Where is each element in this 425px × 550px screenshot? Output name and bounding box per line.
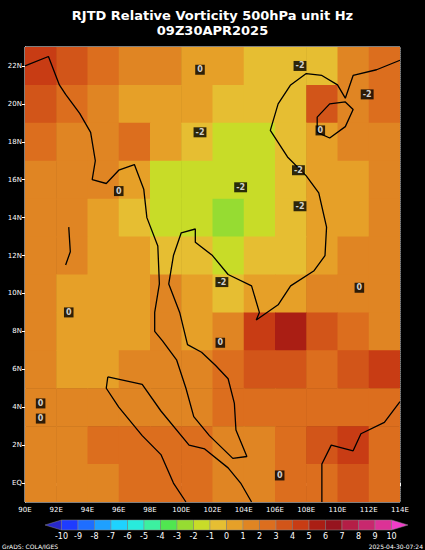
svg-text:94E: 94E <box>81 506 94 514</box>
svg-text:2: 2 <box>257 532 262 541</box>
svg-text:104E: 104E <box>235 506 253 514</box>
svg-text:09Z30APR2025: 09Z30APR2025 <box>157 23 268 38</box>
svg-text:5: 5 <box>306 532 311 541</box>
svg-text:-8: -8 <box>91 532 99 541</box>
svg-text:22N: 22N <box>8 62 22 70</box>
svg-text:-2: -2 <box>296 61 305 70</box>
svg-text:2N: 2N <box>12 441 22 449</box>
svg-text:0: 0 <box>38 399 44 408</box>
svg-text:12N: 12N <box>8 252 22 260</box>
svg-text:8: 8 <box>356 532 361 541</box>
svg-text:0: 0 <box>357 283 363 292</box>
svg-text:-7: -7 <box>107 532 115 541</box>
svg-text:-1: -1 <box>206 532 214 541</box>
svg-text:106E: 106E <box>266 506 284 514</box>
svg-text:6: 6 <box>323 532 328 541</box>
svg-text:100E: 100E <box>172 506 190 514</box>
svg-text:90E: 90E <box>18 506 31 514</box>
svg-text:1: 1 <box>240 532 245 541</box>
svg-text:0: 0 <box>277 471 283 480</box>
svg-text:0: 0 <box>66 308 72 317</box>
svg-text:6N: 6N <box>12 365 22 373</box>
svg-text:16N: 16N <box>8 176 22 184</box>
svg-text:2025-04-30-07:24: 2025-04-30-07:24 <box>369 543 424 550</box>
svg-text:98E: 98E <box>143 506 156 514</box>
svg-text:0: 0 <box>218 338 224 347</box>
svg-text:20N: 20N <box>8 100 22 108</box>
svg-text:96E: 96E <box>112 506 125 514</box>
svg-text:0: 0 <box>318 126 324 135</box>
svg-text:0: 0 <box>224 532 229 541</box>
svg-text:-2: -2 <box>363 90 372 99</box>
svg-text:0: 0 <box>38 414 44 423</box>
svg-text:-2: -2 <box>190 532 198 541</box>
svg-text:-9: -9 <box>74 532 82 541</box>
svg-text:112E: 112E <box>360 506 378 514</box>
svg-text:110E: 110E <box>329 506 347 514</box>
svg-text:RJTD Relative Vorticity 500hPa: RJTD Relative Vorticity 500hPa unit Hz <box>72 8 353 23</box>
svg-text:-2: -2 <box>196 128 205 137</box>
svg-text:4: 4 <box>290 532 295 541</box>
svg-text:-4: -4 <box>157 532 165 541</box>
svg-text:7: 7 <box>339 532 344 541</box>
svg-text:18N: 18N <box>8 138 22 146</box>
svg-text:-10: -10 <box>55 532 68 541</box>
svg-text:102E: 102E <box>204 506 222 514</box>
svg-text:-3: -3 <box>173 532 181 541</box>
svg-text:-2: -2 <box>217 278 226 287</box>
svg-text:114E: 114E <box>391 506 409 514</box>
svg-text:14N: 14N <box>8 214 22 222</box>
svg-text:9: 9 <box>372 532 377 541</box>
svg-text:-2: -2 <box>294 166 303 175</box>
svg-text:3: 3 <box>273 532 278 541</box>
svg-text:EQ: EQ <box>12 479 22 487</box>
svg-text:92E: 92E <box>50 506 63 514</box>
svg-text:0: 0 <box>116 187 122 196</box>
svg-text:4N: 4N <box>12 403 22 411</box>
svg-text:0: 0 <box>197 65 203 74</box>
svg-text:-2: -2 <box>236 183 245 192</box>
svg-text:10: 10 <box>386 532 396 541</box>
svg-text:-5: -5 <box>140 532 148 541</box>
svg-text:10N: 10N <box>8 289 22 297</box>
svg-text:-2: -2 <box>296 202 305 211</box>
svg-text:GrADS: COLA/IGES: GrADS: COLA/IGES <box>2 543 58 550</box>
svg-text:108E: 108E <box>297 506 315 514</box>
svg-text:8N: 8N <box>12 327 22 335</box>
svg-text:-6: -6 <box>124 532 132 541</box>
